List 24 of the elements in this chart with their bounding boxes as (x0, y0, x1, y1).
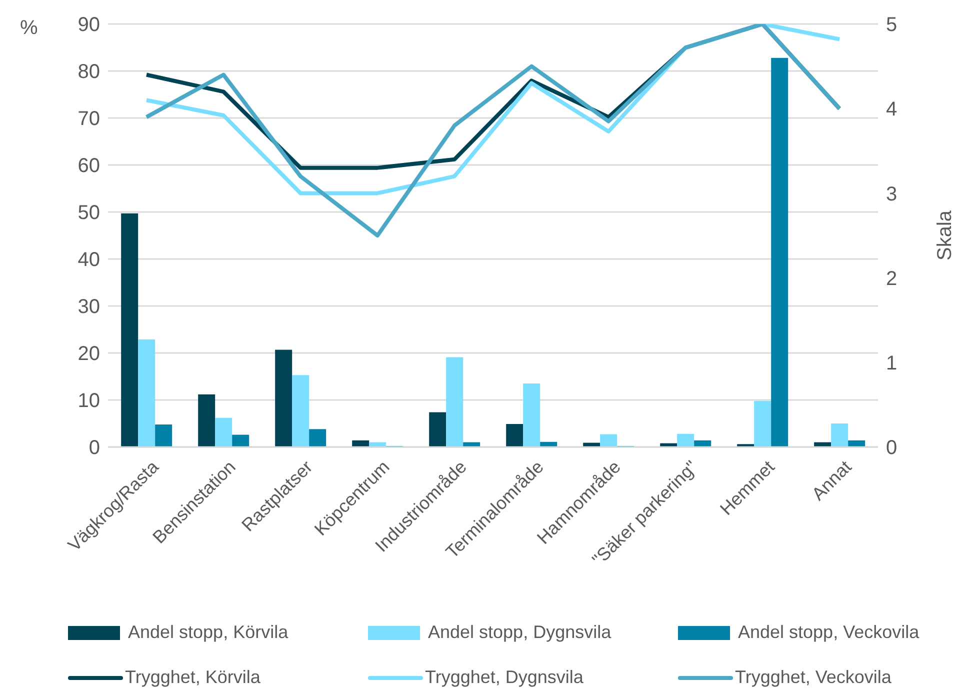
legend-label: Trygghet, Veckovila (735, 667, 892, 688)
y2-tick-label: 4 (886, 98, 898, 121)
y2-tick-label: 1 (886, 352, 898, 374)
y2-tick-label: 0 (886, 437, 898, 460)
y-tick-label: 30 (78, 296, 100, 318)
y-tick-label: 10 (78, 390, 100, 412)
legend-label: Andel stopp, Dygnsvila (428, 622, 612, 643)
y2-tick-label: 5 (886, 14, 898, 36)
legend-label: Trygghet, Dygnsvila (425, 667, 584, 688)
y2-tick-label: 3 (886, 183, 898, 206)
legend-label: Andel stopp, Körvila (128, 622, 288, 643)
y2-tick-label: 2 (886, 268, 898, 290)
y-tick-label: 80 (78, 61, 100, 84)
y-tick-label: 60 (78, 155, 100, 178)
y-tick-label: 70 (78, 108, 100, 130)
y-tick-label: 0 (88, 437, 100, 460)
y-tick-label: 40 (78, 249, 100, 272)
y2-axis-title: Skala (934, 210, 956, 261)
y-axis-title: % (20, 17, 38, 40)
y-tick-label: 90 (78, 14, 100, 36)
legend-label: Andel stopp, Veckovila (738, 622, 920, 643)
legend-label: Trygghet, Körvila (125, 667, 260, 688)
y-tick-label: 20 (78, 343, 100, 366)
y-tick-label: 50 (78, 202, 100, 224)
